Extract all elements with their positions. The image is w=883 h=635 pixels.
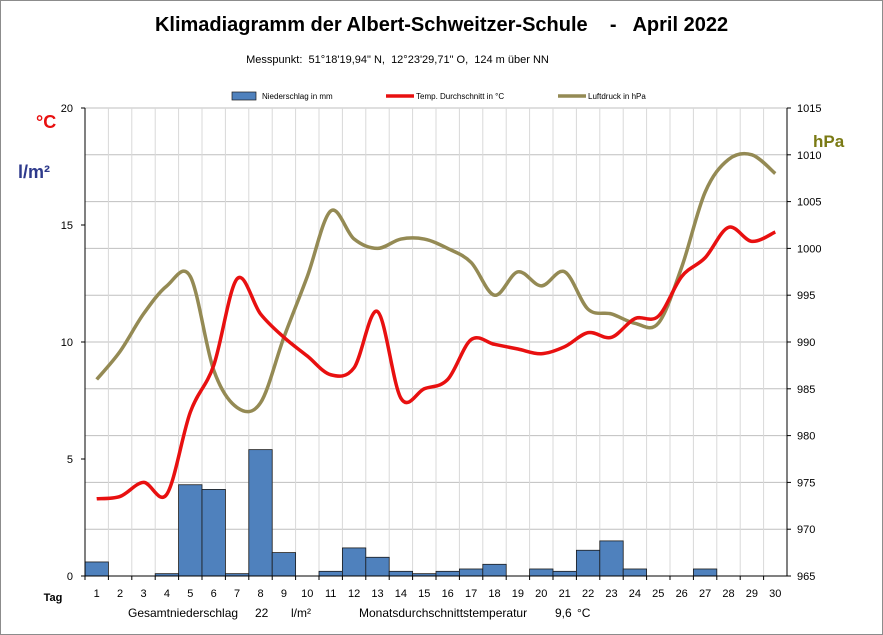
x-tick-label: 29: [746, 588, 758, 600]
x-tick-label: 10: [301, 588, 313, 600]
x-tick-label: 21: [559, 588, 571, 600]
total-precip-unit: l/m²: [291, 606, 311, 620]
precip-bar: [552, 570, 577, 577]
right-tick-label: 965: [797, 571, 815, 583]
right-tick-label: 990: [797, 337, 815, 349]
right-tick-label: 995: [797, 290, 815, 302]
left-tick-label: 0: [67, 571, 73, 583]
precip-bar: [622, 568, 648, 577]
precip-bar: [458, 568, 484, 577]
x-tick-label: 26: [676, 588, 688, 600]
x-tick-label: 6: [211, 588, 217, 600]
right-tick-label: 1010: [797, 150, 821, 162]
x-tick-label: 24: [629, 588, 641, 600]
x-tick-label: 16: [442, 588, 454, 600]
x-tick-label: 25: [652, 588, 664, 600]
precip-bar: [248, 449, 273, 577]
avg-temp-unit: °C: [577, 606, 591, 620]
legend-swatch-precip: [231, 91, 257, 101]
precipitation-bars: [84, 449, 718, 577]
precip-bar: [576, 549, 601, 577]
x-tick-label: 5: [187, 588, 193, 600]
pressure-unit-label: hPa: [813, 132, 845, 151]
precip-bar: [435, 570, 460, 577]
x-tick-label: 13: [371, 588, 383, 600]
precip-bar: [341, 547, 367, 577]
left-tick-label: 15: [61, 220, 73, 232]
chart-title: Klimadiagramm der Albert-Schweitzer-Schu…: [154, 14, 729, 36]
total-precip-label: Gesamtniederschlag: [128, 606, 239, 620]
precip-bar: [365, 556, 390, 577]
x-tick-label: 19: [512, 588, 524, 600]
axis-ticks: 0510152096597097598098599099510001005101…: [61, 103, 822, 600]
rain-unit-label: l/m²: [18, 162, 51, 182]
precip-bar: [482, 563, 507, 577]
x-tick-label: 8: [257, 588, 263, 600]
precip-bar: [529, 568, 554, 577]
x-tick-label: 9: [281, 588, 287, 600]
precip-bar: [178, 484, 203, 577]
pressure-line: [95, 151, 777, 414]
temperature-unit-label: °C: [36, 112, 57, 132]
total-precip-value: 22: [255, 606, 269, 620]
left-tick-label: 5: [67, 454, 73, 466]
x-tick-label: 20: [535, 588, 547, 600]
right-tick-label: 1000: [797, 243, 821, 255]
precip-bar: [318, 570, 343, 577]
precip-bar: [271, 552, 297, 577]
left-tick-label: 10: [61, 337, 73, 349]
precip-bar: [388, 570, 414, 577]
x-tick-label: 30: [769, 588, 781, 600]
x-tick-label: 28: [722, 588, 734, 600]
precip-bar: [599, 540, 624, 577]
series-lines: [95, 151, 777, 501]
x-tick-label: 12: [348, 588, 360, 600]
precip-bar: [201, 489, 226, 577]
gridlines: [85, 107, 787, 576]
right-tick-label: 980: [797, 431, 815, 443]
x-tick-label: 17: [465, 588, 477, 600]
x-tick-label: 14: [395, 588, 407, 600]
legend-label: Niederschlag in mm: [262, 92, 333, 101]
x-tick-label: 27: [699, 588, 711, 600]
precip-bar: [84, 561, 109, 577]
right-tick-label: 1005: [797, 197, 821, 209]
chart-subtitle: Messpunkt: 51°18'19,94" N, 12°23'29,71" …: [246, 54, 549, 66]
x-tick-label: 3: [140, 588, 146, 600]
x-axis-label: Tag: [44, 592, 63, 604]
right-tick-label: 985: [797, 384, 815, 396]
right-tick-label: 1015: [797, 103, 821, 115]
legend: Niederschlag in mm Temp. Durchschnitt in …: [231, 91, 646, 101]
x-tick-label: 11: [325, 588, 336, 600]
x-tick-label: 18: [488, 588, 500, 600]
avg-temp-label: Monatsdurchschnittstemperatur: [359, 606, 528, 620]
x-tick-label: 15: [418, 588, 430, 600]
x-tick-label: 22: [582, 588, 594, 600]
legend-label: Luftdruck in hPa: [588, 92, 646, 101]
legend-label: Temp. Durchschnitt in °C: [416, 92, 504, 101]
temperature-line: [96, 225, 777, 501]
right-tick-label: 970: [797, 524, 815, 536]
right-tick-label: 975: [797, 477, 815, 489]
x-tick-label: 7: [234, 588, 240, 600]
x-tick-label: 1: [94, 588, 100, 600]
x-tick-label: 4: [164, 588, 170, 600]
x-tick-label: 2: [117, 588, 123, 600]
precip-bar: [693, 568, 718, 577]
x-tick-label: 23: [605, 588, 617, 600]
avg-temp-value: 9,6: [555, 606, 572, 620]
left-tick-label: 20: [61, 103, 73, 115]
